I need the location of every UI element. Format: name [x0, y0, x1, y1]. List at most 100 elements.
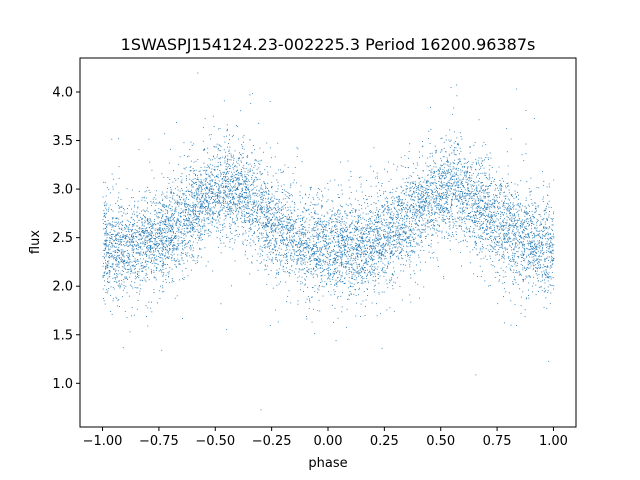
data-point	[464, 189, 466, 191]
data-point	[388, 282, 390, 284]
data-point	[356, 256, 358, 258]
data-point	[414, 237, 416, 239]
data-point	[431, 177, 433, 179]
data-point	[493, 211, 494, 213]
data-point	[292, 259, 294, 261]
data-point	[238, 199, 240, 201]
data-point	[335, 262, 337, 264]
data-point	[360, 183, 362, 185]
data-point	[493, 196, 495, 198]
data-point	[204, 169, 206, 171]
data-point	[186, 218, 187, 220]
data-point	[331, 231, 333, 233]
data-point	[165, 240, 167, 242]
data-point	[468, 200, 469, 202]
data-point	[225, 194, 227, 196]
data-point	[252, 255, 253, 257]
data-point	[344, 211, 345, 213]
data-point	[374, 220, 375, 222]
data-point	[419, 211, 421, 213]
data-point	[146, 229, 148, 231]
data-point	[179, 190, 181, 192]
data-point	[464, 212, 466, 214]
data-point	[207, 164, 209, 166]
data-point	[378, 218, 380, 220]
data-point	[366, 230, 367, 231]
data-point	[160, 237, 162, 239]
data-point	[549, 252, 551, 254]
data-point	[384, 264, 386, 266]
data-point	[499, 192, 500, 194]
data-point	[543, 218, 545, 219]
data-point	[351, 239, 352, 240]
data-point	[270, 239, 272, 241]
data-point	[471, 197, 473, 199]
data-point	[144, 191, 146, 193]
data-point	[351, 282, 353, 284]
data-point	[428, 189, 429, 190]
data-point	[266, 236, 268, 238]
data-point	[304, 258, 306, 260]
data-point	[313, 258, 315, 260]
data-point	[547, 238, 548, 240]
data-point	[433, 171, 435, 172]
data-point	[550, 251, 552, 253]
data-point	[156, 255, 157, 257]
data-point	[239, 207, 240, 209]
data-point	[362, 238, 364, 240]
data-point	[499, 187, 501, 189]
data-point	[154, 210, 156, 212]
data-point	[417, 164, 419, 166]
data-point	[450, 168, 452, 170]
data-point	[296, 232, 298, 234]
data-point	[130, 239, 132, 241]
data-point	[207, 147, 209, 149]
data-point	[385, 236, 387, 238]
data-point	[200, 237, 202, 239]
data-point	[486, 259, 488, 260]
data-point	[190, 223, 192, 225]
data-point	[446, 191, 448, 193]
data-point	[254, 225, 256, 227]
data-point	[232, 204, 233, 206]
data-point	[494, 202, 496, 204]
data-point	[254, 218, 256, 219]
data-point	[196, 211, 198, 212]
data-point	[450, 236, 452, 237]
data-point	[205, 206, 206, 207]
data-point	[267, 265, 268, 267]
data-point	[191, 180, 192, 182]
data-point	[131, 239, 133, 241]
data-point	[318, 289, 320, 291]
data-point	[311, 186, 312, 188]
data-point	[189, 214, 190, 216]
data-point	[181, 241, 183, 243]
data-point	[266, 254, 268, 256]
data-point	[385, 222, 386, 224]
data-point	[113, 298, 114, 300]
data-point	[535, 267, 537, 268]
data-point	[260, 197, 261, 199]
data-point	[208, 158, 210, 160]
data-point	[117, 273, 119, 275]
data-point	[110, 252, 112, 254]
data-point	[144, 262, 146, 263]
data-point	[531, 232, 532, 234]
data-point	[548, 238, 550, 240]
data-point	[401, 217, 403, 219]
data-point	[305, 257, 307, 258]
data-point	[377, 213, 378, 215]
data-point	[186, 204, 188, 206]
data-point	[366, 248, 368, 249]
data-point	[126, 241, 127, 243]
data-point	[306, 244, 308, 246]
data-point	[218, 214, 220, 215]
data-point	[451, 198, 453, 200]
data-point	[308, 271, 309, 273]
data-point	[534, 236, 535, 238]
data-point	[509, 241, 511, 243]
data-point	[358, 220, 360, 221]
data-point	[370, 165, 372, 167]
data-point	[148, 261, 150, 263]
data-point	[304, 256, 305, 257]
